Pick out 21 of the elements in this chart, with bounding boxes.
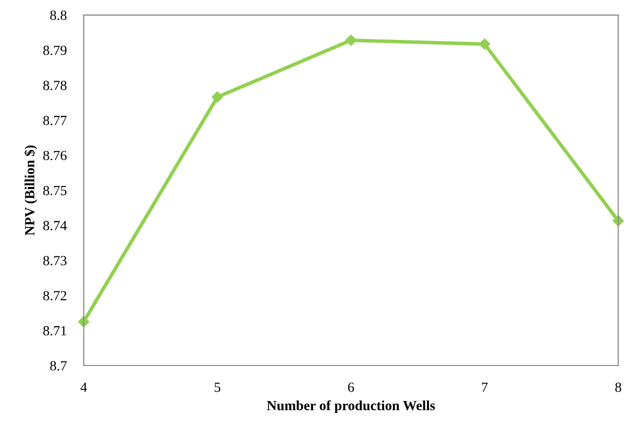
x-tick-label: 5 bbox=[214, 382, 220, 392]
x-tick-label: 7 bbox=[482, 382, 488, 392]
y-tick-label: 8.79 bbox=[43, 46, 66, 56]
y-tick-label: 8.7 bbox=[50, 361, 67, 371]
x-tick-label: 6 bbox=[348, 382, 354, 392]
x-axis-title: Number of production Wells bbox=[266, 400, 435, 414]
y-tick-label: 8.8 bbox=[50, 10, 67, 20]
y-tick-label: 8.73 bbox=[43, 256, 67, 266]
point bbox=[212, 91, 223, 103]
y-tick-label: 8.71 bbox=[43, 326, 66, 336]
y-axis-title: NPV (Billion $) bbox=[24, 145, 38, 236]
y-tick-label: 8.76 bbox=[43, 150, 67, 160]
point bbox=[345, 34, 357, 46]
point bbox=[479, 38, 490, 50]
y-tick-label: 8.78 bbox=[43, 80, 67, 90]
y-tick-label: 8.72 bbox=[43, 290, 66, 300]
x-tick-label: 4 bbox=[80, 382, 87, 392]
y-tick-label: 8.77 bbox=[43, 116, 67, 126]
x-tick-label: 8 bbox=[615, 382, 622, 392]
y-tick-label: 8.74 bbox=[43, 220, 67, 230]
y-tick-label: 8.75 bbox=[43, 186, 67, 196]
